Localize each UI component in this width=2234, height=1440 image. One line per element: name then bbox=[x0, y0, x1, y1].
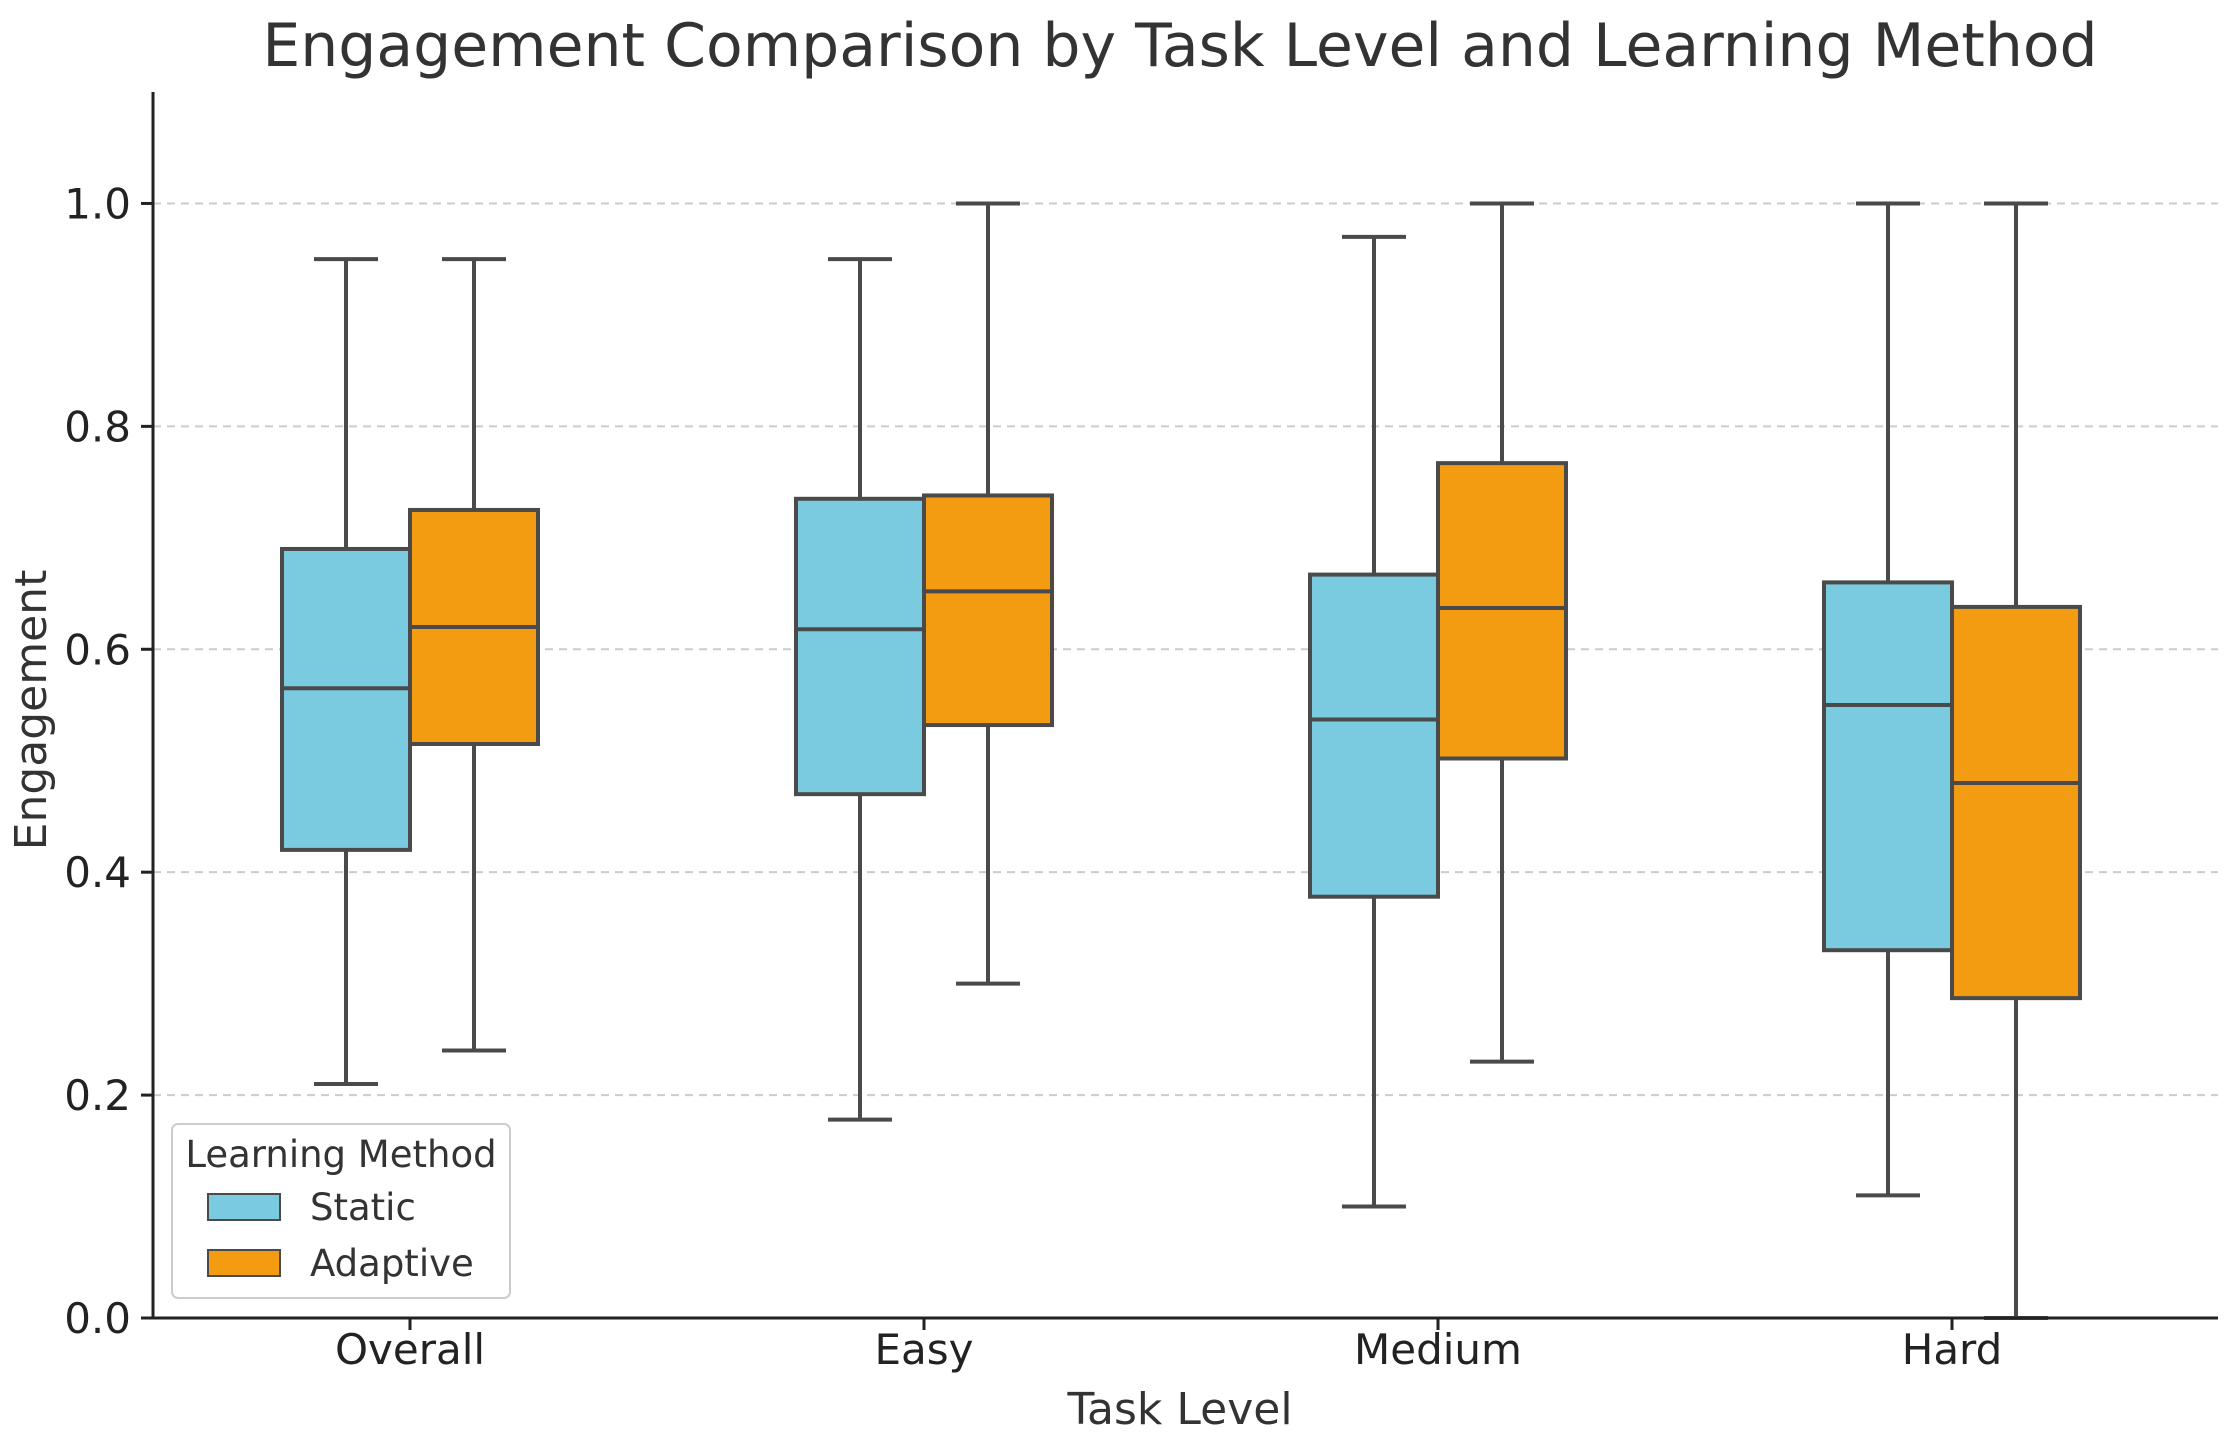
box-iqr bbox=[922, 493, 1054, 728]
box-group-easy-static bbox=[794, 257, 926, 1122]
legend: Learning Method Static Adaptive bbox=[171, 1123, 511, 1299]
chart-title: Engagement Comparison by Task Level and … bbox=[262, 11, 2097, 81]
box-group-medium-static bbox=[1308, 234, 1440, 1209]
legend-label-static: Static bbox=[310, 1186, 416, 1229]
box-group-hard-adaptive bbox=[1950, 201, 2082, 1320]
x-axis-label: Task Level bbox=[1066, 1384, 1292, 1435]
y-tick-label: 0.2 bbox=[64, 1071, 131, 1120]
box-group-easy-adaptive bbox=[922, 201, 1054, 986]
box-iqr bbox=[794, 496, 926, 797]
y-tick-label: 0.4 bbox=[64, 848, 131, 897]
y-tick-label: 0.8 bbox=[64, 402, 131, 451]
legend-swatch-adaptive bbox=[207, 1249, 281, 1277]
x-tick-label-overall: Overall bbox=[335, 1325, 485, 1374]
box-iqr bbox=[1436, 461, 1568, 761]
box-iqr bbox=[280, 546, 412, 852]
x-tick-label-easy: Easy bbox=[874, 1325, 973, 1374]
box-groups bbox=[280, 201, 2082, 1320]
box-iqr bbox=[1308, 572, 1440, 899]
y-tick-label: 0.6 bbox=[64, 625, 131, 674]
box-group-hard-static bbox=[1822, 201, 1954, 1198]
axes bbox=[141, 92, 2218, 1330]
x-tick-label-hard: Hard bbox=[1902, 1325, 2003, 1374]
x-tick-label-medium: Medium bbox=[1354, 1325, 1522, 1374]
box-iqr bbox=[1822, 580, 1954, 953]
y-axis-label: Engagement bbox=[6, 570, 57, 851]
box-iqr bbox=[1950, 604, 2082, 1001]
tick-labels: 0.0 0.2 0.4 0.6 0.8 1.0 Overall Easy Medium Hard bbox=[64, 179, 2002, 1374]
legend-label-adaptive: Adaptive bbox=[310, 1242, 474, 1285]
y-tick-label: 1.0 bbox=[64, 179, 131, 228]
y-tick-label: 0.0 bbox=[64, 1294, 131, 1343]
legend-swatch-static bbox=[207, 1193, 281, 1221]
box-group-overall-static bbox=[280, 257, 412, 1086]
box-group-overall-adaptive bbox=[408, 257, 540, 1053]
box-group-medium-adaptive bbox=[1436, 201, 1568, 1064]
legend-title: Learning Method bbox=[185, 1133, 496, 1176]
